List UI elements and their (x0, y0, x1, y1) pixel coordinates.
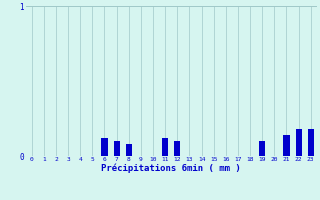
Bar (162, 138, 168, 156)
Bar (296, 129, 302, 156)
Bar (284, 135, 290, 156)
Bar (259, 141, 265, 156)
X-axis label: Précipitations 6min ( mm ): Précipitations 6min ( mm ) (101, 163, 241, 173)
Bar (114, 141, 120, 156)
Bar (174, 141, 180, 156)
Bar (308, 129, 314, 156)
Bar (126, 144, 132, 156)
Bar (101, 138, 108, 156)
